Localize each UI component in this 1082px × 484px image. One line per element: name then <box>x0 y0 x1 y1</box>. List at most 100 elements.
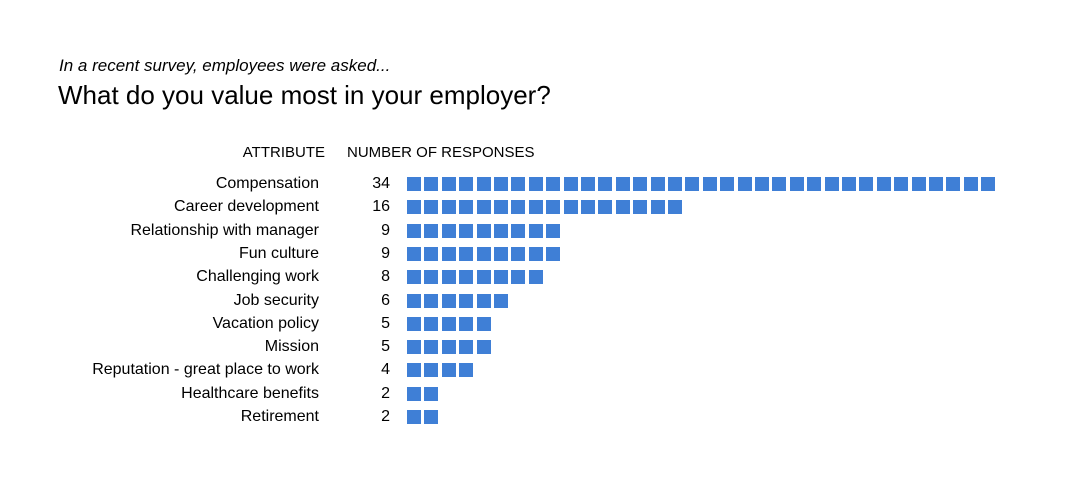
attribute-label: Career development <box>174 198 319 216</box>
response-square <box>668 177 682 191</box>
response-square <box>494 270 508 285</box>
response-square <box>476 200 491 215</box>
response-square <box>424 340 439 355</box>
attribute-label: Healthcare benefits <box>181 384 319 402</box>
response-square <box>459 363 474 378</box>
attribute-label: Job security <box>233 291 319 309</box>
response-count: 2 <box>381 408 390 425</box>
response-square <box>407 316 421 331</box>
response-square <box>441 223 456 238</box>
response-square <box>772 177 787 191</box>
response-square <box>424 246 439 261</box>
response-square <box>407 293 421 308</box>
response-square <box>598 200 613 215</box>
response-square <box>441 316 456 331</box>
response-count: 5 <box>381 314 390 332</box>
response-square <box>511 270 526 285</box>
response-square <box>528 246 543 261</box>
response-square <box>563 177 578 191</box>
response-square <box>546 200 561 215</box>
response-square <box>407 246 421 261</box>
response-square <box>581 200 595 215</box>
table-row: Challenging work 8 <box>0 267 1082 290</box>
response-square <box>737 177 752 191</box>
attribute-label: Reputation - great place to work <box>92 361 319 379</box>
attribute-column-header: ATTRIBUTE <box>242 144 325 161</box>
response-square <box>494 223 508 238</box>
response-count: 5 <box>381 338 390 356</box>
response-square <box>876 177 891 191</box>
response-square <box>494 200 508 215</box>
table-row: Reputation - great place to work 4 <box>0 360 1082 383</box>
response-square <box>859 177 874 191</box>
response-square <box>581 177 595 191</box>
response-square <box>424 410 439 424</box>
response-square <box>424 363 439 378</box>
table-row: Retirement 2 <box>0 407 1082 430</box>
response-square <box>546 246 561 261</box>
response-square <box>494 246 508 261</box>
response-square <box>459 270 474 285</box>
table-row: Vacation policy 5 <box>0 314 1082 337</box>
response-square <box>494 293 508 308</box>
response-square <box>824 177 839 191</box>
response-square <box>929 177 943 191</box>
response-square <box>441 340 456 355</box>
attribute-label: Mission <box>264 338 319 356</box>
response-square <box>615 200 630 215</box>
response-square <box>755 177 769 191</box>
response-square <box>459 246 474 261</box>
response-square <box>476 340 491 355</box>
response-square <box>981 177 996 191</box>
response-square <box>789 177 804 191</box>
response-square <box>459 316 474 331</box>
response-square <box>459 223 474 238</box>
response-square <box>528 177 543 191</box>
table-row: Healthcare benefits 2 <box>0 384 1082 407</box>
response-square <box>407 223 421 238</box>
response-square <box>441 246 456 261</box>
response-square <box>476 270 491 285</box>
response-square <box>615 177 630 191</box>
response-square <box>720 177 735 191</box>
response-square <box>511 177 526 191</box>
response-square <box>424 200 439 215</box>
response-square <box>424 293 439 308</box>
attribute-label: Challenging work <box>196 268 319 286</box>
attribute-label: Compensation <box>215 175 319 192</box>
response-square <box>407 177 421 191</box>
response-square <box>528 200 543 215</box>
response-square <box>633 177 648 191</box>
response-square <box>633 200 648 215</box>
table-row: Relationship with manager 9 <box>0 221 1082 244</box>
response-square <box>407 340 421 355</box>
response-square <box>476 177 491 191</box>
response-square <box>441 270 456 285</box>
response-count: 9 <box>381 221 390 239</box>
response-square <box>441 177 456 191</box>
response-square <box>424 223 439 238</box>
table-row: Compensation 34 <box>0 174 1082 197</box>
attribute-label: Retirement <box>240 408 319 425</box>
response-square <box>668 200 682 215</box>
response-count: 6 <box>381 291 390 309</box>
response-count: 2 <box>381 384 390 402</box>
attribute-label: Relationship with manager <box>130 221 319 239</box>
attribute-label: Vacation policy <box>212 314 319 332</box>
response-square <box>963 177 978 191</box>
table-row: Career development 16 <box>0 197 1082 220</box>
response-square <box>476 223 491 238</box>
response-square <box>459 177 474 191</box>
response-count: 4 <box>381 361 390 379</box>
response-square <box>528 223 543 238</box>
response-square <box>424 270 439 285</box>
response-count: 16 <box>372 198 390 216</box>
response-square <box>842 177 856 191</box>
chart-subtitle: In a recent survey, employees were asked… <box>59 56 391 75</box>
response-square <box>650 177 665 191</box>
attribute-label: Fun culture <box>238 244 319 262</box>
response-square <box>476 316 491 331</box>
response-square <box>441 200 456 215</box>
response-square <box>459 200 474 215</box>
response-square <box>441 363 456 378</box>
